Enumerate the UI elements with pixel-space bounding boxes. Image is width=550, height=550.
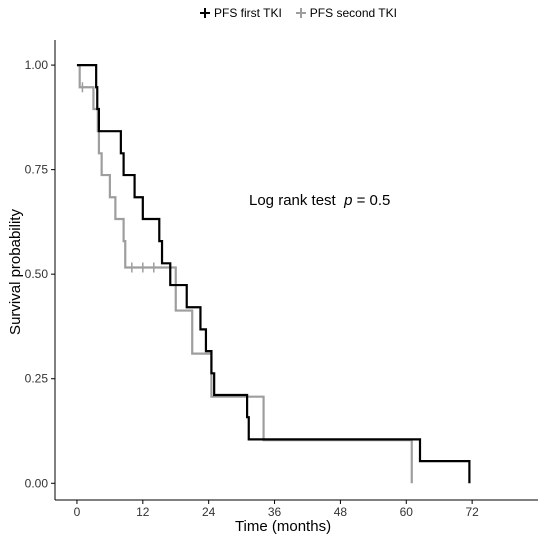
- y-tick-label: 0.50: [25, 267, 49, 281]
- x-tick-label: 0: [74, 505, 81, 519]
- y-tick-label: 0.25: [25, 372, 49, 386]
- legend-swatch-second-tki: [295, 8, 306, 18]
- legend: PFS first TKI PFS second TKI: [200, 6, 397, 20]
- log-rank-text: Log rank test: [249, 192, 336, 209]
- km-curve-second-tki: [76, 63, 413, 484]
- x-tick-label: 60: [400, 505, 414, 519]
- x-tick-label: 72: [465, 505, 479, 519]
- log-rank-annotation: Log rank test p = 0.5: [249, 192, 390, 209]
- y-tick-label: 0.75: [25, 163, 49, 177]
- legend-label-first-tki: PFS first TKI: [214, 6, 282, 20]
- legend-item-second-tki: PFS second TKI: [295, 6, 397, 20]
- legend-label-second-tki: PFS second TKI: [309, 6, 397, 20]
- p-value: = 0.5: [356, 192, 391, 209]
- y-axis-label: Survival probability: [7, 209, 24, 335]
- series-layer: [76, 63, 471, 484]
- legend-swatch-first-tki: [200, 8, 210, 18]
- p-symbol: p: [344, 192, 353, 209]
- km-curve-first-tki: [76, 63, 471, 484]
- x-tick-label: 48: [334, 505, 348, 519]
- y-tick-label: 0.00: [25, 476, 49, 490]
- x-tick-label: 36: [268, 505, 282, 519]
- x-ticks: 0 12 24 36 48 60 72: [74, 500, 479, 519]
- y-tick-label: 1.00: [25, 58, 49, 72]
- x-tick-label: 12: [136, 505, 150, 519]
- x-axis-label: Time (months): [235, 518, 331, 535]
- x-tick-label: 24: [202, 505, 216, 519]
- legend-item-first-tki: PFS first TKI: [200, 6, 282, 20]
- y-ticks: 0.00 0.25 0.50 0.75 1.00: [25, 58, 55, 490]
